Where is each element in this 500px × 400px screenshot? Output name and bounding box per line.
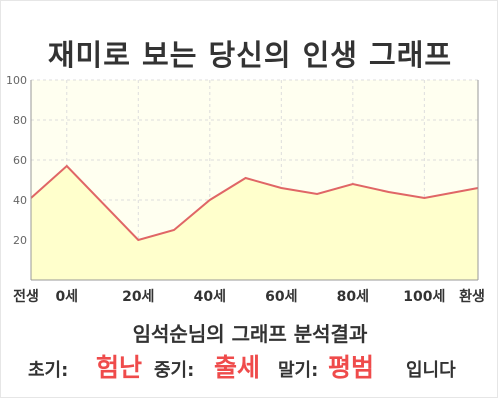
result-ending: 입니다: [406, 360, 456, 381]
life-area: [31, 166, 478, 280]
early-value: 험난: [96, 353, 143, 382]
y-tick-label-100: 100: [6, 74, 27, 87]
life-line: [30, 164, 479, 242]
x-tick-label-7: 환생: [459, 288, 485, 305]
x-tick-label-0: 전생: [13, 288, 39, 305]
x-tick-label-4: 60세: [265, 289, 297, 305]
mid-label: 중기:: [154, 360, 195, 381]
late-value: 평범: [328, 353, 375, 382]
y-tick-labels: 20 40 60 80 100: [6, 74, 27, 247]
axes: [30, 80, 479, 281]
analysis-result: 초기: 험난 중기: 출세 말기: 평범 입니다: [0, 346, 500, 382]
y-tick-label-60: 60: [13, 154, 27, 167]
x-tick-label-1: 0세: [55, 289, 78, 305]
chart-title: 재미로 보는 당신의 인생 그래프: [47, 38, 453, 72]
early-label: 초기:: [28, 360, 69, 381]
y-tick-label-20: 20: [13, 234, 27, 247]
late-label: 말기:: [278, 360, 319, 381]
x-tick-label-3: 40세: [194, 289, 226, 305]
x-tick-label-5: 80세: [337, 289, 369, 305]
y-tick-label-40: 40: [13, 194, 27, 207]
x-tick-label-2: 20세: [122, 289, 154, 305]
x-tick-label-6: 100세: [403, 289, 445, 305]
x-tick-labels: 전생 0세 20세 40세 60세 80세 100세 환생: [13, 288, 485, 305]
analysis-summary: 임석순님의 그래프 분석결과: [132, 322, 368, 346]
life-graph-chart: 20 40 60 80 100 전생 0세 20세 40세 60세 80세 100세 환생: [6, 74, 485, 305]
y-tick-label-80: 80: [13, 114, 27, 127]
mid-value: 출세: [214, 353, 261, 382]
